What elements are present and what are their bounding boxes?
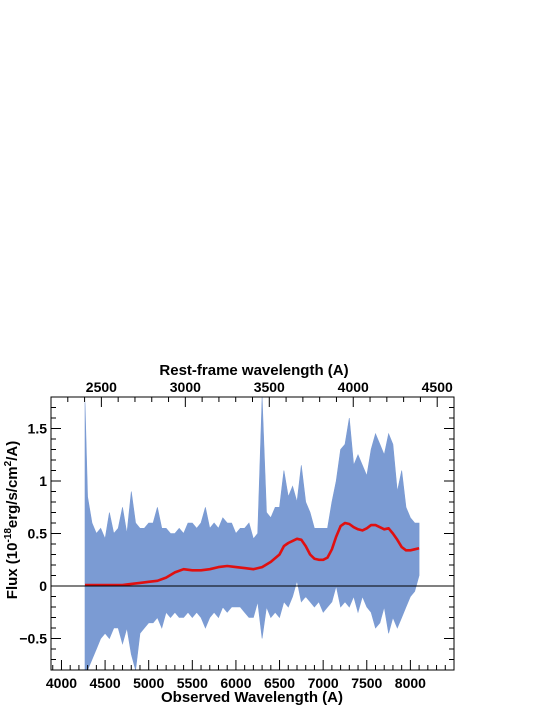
model-fit-line-layer xyxy=(85,521,420,587)
top-tick-label: 4500 xyxy=(422,379,453,395)
x-tick-label: 6000 xyxy=(220,675,251,691)
x-tick-label: 8000 xyxy=(395,675,426,691)
x-tick-label: 5000 xyxy=(133,675,164,691)
top-tick-label: 3000 xyxy=(170,379,201,395)
top-tick-label: 4000 xyxy=(338,379,369,395)
y-axis-label-exponent-1: -18 xyxy=(3,528,14,543)
x-tick-label: 7500 xyxy=(351,675,382,691)
x-tick-label: 6500 xyxy=(264,675,295,691)
x-tick-label: 4000 xyxy=(46,675,77,691)
x-tick-label: 5500 xyxy=(177,675,208,691)
x-tick-label: 4500 xyxy=(90,675,121,691)
flux-error-band xyxy=(84,396,420,671)
y-axis-label-end: /A) xyxy=(4,441,21,461)
y-tick-label: 1 xyxy=(39,473,47,489)
y-axis-label-units: erg/s/cm xyxy=(4,466,21,528)
top-axis-label: Rest-frame wavelength (A) xyxy=(159,362,348,379)
y-tick-label: −0.5 xyxy=(19,631,47,647)
top-tick-label: 3500 xyxy=(254,379,285,395)
y-axis-label-main: Flux (10 xyxy=(4,543,21,600)
tick-labels-layer: 4000 4500 5000 5500 6000 6500 7000 7500 8000 2500… xyxy=(19,379,453,691)
ticks-layer xyxy=(50,396,455,671)
y-tick-label: 1.5 xyxy=(28,421,48,437)
y-tick-label: 0 xyxy=(39,578,47,594)
x-tick-label: 7000 xyxy=(308,675,339,691)
flux-error-band-layer xyxy=(84,396,420,671)
y-tick-label: 0.5 xyxy=(28,526,48,542)
y-axis-label: Flux (10-18erg/s/cm2/A) xyxy=(3,441,21,599)
top-tick-label: 2500 xyxy=(86,379,117,395)
model-fit-line xyxy=(85,521,420,587)
x-axis-label: Observed Wavelength (A) xyxy=(161,689,343,705)
y-axis-label-exponent-2: 2 xyxy=(3,460,14,466)
